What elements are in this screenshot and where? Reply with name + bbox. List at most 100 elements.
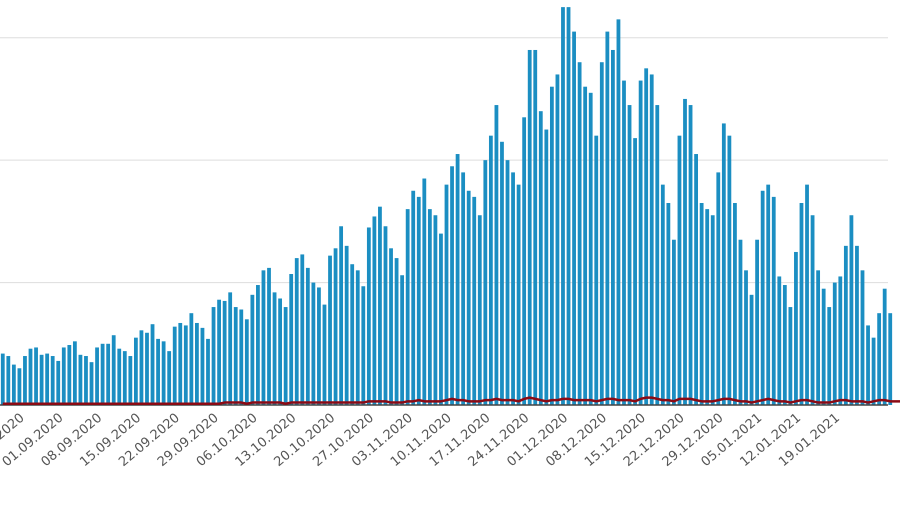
bar: [455, 154, 460, 405]
bar: [272, 292, 277, 405]
bar: [89, 362, 94, 405]
bar: [605, 31, 610, 406]
bar: [233, 307, 238, 405]
bar: [877, 313, 882, 405]
bar: [111, 335, 116, 405]
bar: [655, 105, 660, 405]
bar: [267, 267, 271, 405]
bar: [666, 203, 671, 405]
bar: [771, 196, 776, 405]
bar: [888, 313, 893, 405]
bar: [167, 351, 172, 405]
bar: [333, 248, 338, 405]
bar: [688, 105, 693, 405]
bar: [683, 98, 687, 405]
bar: [156, 338, 160, 405]
bar: [100, 343, 105, 405]
bar: [6, 356, 11, 405]
bar: [372, 216, 377, 405]
bar: [677, 135, 682, 405]
bar: [95, 347, 99, 405]
bar: [394, 258, 399, 405]
bar: [422, 178, 427, 405]
bar: [522, 117, 527, 405]
bar: [533, 49, 538, 405]
bar: [777, 276, 782, 405]
bar: [660, 184, 665, 405]
bar: [505, 160, 510, 405]
bar: [250, 294, 255, 405]
bar: [477, 215, 482, 405]
bar: [300, 254, 305, 405]
bar: [843, 245, 848, 405]
bar: [450, 166, 454, 405]
bar: [860, 270, 865, 405]
bar: [855, 245, 859, 405]
bar: [866, 325, 870, 405]
bar: [622, 80, 626, 406]
bar: [67, 345, 72, 405]
bar: [527, 49, 532, 405]
bar: [278, 298, 283, 405]
bar: [699, 203, 704, 405]
bar: [311, 282, 316, 405]
bar: [782, 285, 787, 405]
bar: [821, 288, 826, 405]
bar: [555, 74, 560, 406]
bar: [716, 172, 721, 405]
bar: [317, 287, 321, 405]
bar: [361, 286, 366, 405]
bar: [466, 190, 471, 405]
bar: [444, 184, 449, 405]
bar: [178, 322, 183, 405]
bar: [222, 300, 227, 405]
bar: [145, 332, 149, 405]
bar: [45, 353, 50, 405]
bar: [28, 348, 33, 405]
bar: [211, 307, 216, 405]
bar: [339, 226, 344, 405]
bar: [832, 282, 837, 405]
bar: [228, 292, 233, 405]
bar: [39, 354, 44, 405]
bar: [810, 215, 815, 405]
bar: [538, 111, 543, 405]
bar: [749, 294, 754, 405]
bar: [427, 209, 432, 405]
bar: [644, 68, 649, 405]
bar: [649, 74, 654, 406]
bar: [366, 227, 371, 405]
bar: [350, 264, 355, 405]
bar: [882, 288, 887, 405]
bar: [588, 92, 593, 406]
bar: [849, 215, 854, 405]
bar: [133, 337, 138, 405]
bar: [439, 233, 443, 405]
bar: [328, 255, 332, 405]
bar: [378, 206, 382, 405]
bar: [305, 267, 310, 405]
bar: [344, 245, 349, 405]
bar: [150, 324, 155, 405]
bar: [827, 307, 832, 405]
bar: [172, 326, 177, 405]
bar: [805, 184, 809, 405]
bar: [705, 209, 710, 405]
bar: [794, 251, 798, 405]
bar: [34, 347, 38, 405]
bar: [461, 172, 466, 405]
bar: [50, 356, 55, 405]
bar: [400, 275, 405, 405]
bar: [561, 7, 565, 405]
bar: [816, 270, 821, 405]
bar: [189, 313, 194, 405]
bar: [56, 360, 61, 405]
bar: [638, 80, 643, 406]
bar: [117, 348, 122, 405]
bar: [283, 307, 288, 405]
line-series: [2, 396, 900, 406]
bar: [128, 356, 133, 405]
bar: [727, 135, 732, 405]
